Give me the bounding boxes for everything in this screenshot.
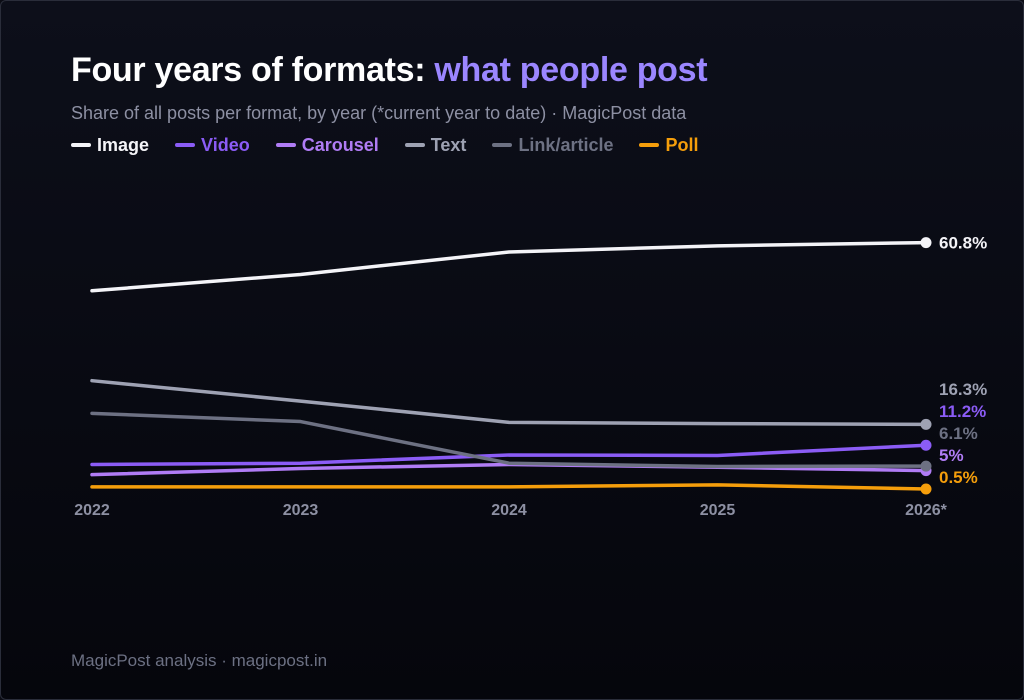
legend-swatch bbox=[404, 143, 425, 147]
legend-item-link-article: Link/article bbox=[492, 135, 613, 156]
end-value-label: 5% bbox=[939, 446, 964, 465]
chart-footer: MagicPost analysis · magicpost.in bbox=[71, 651, 328, 670]
legend-item-carousel: Carousel bbox=[275, 134, 379, 156]
end-value-label: 16.3% bbox=[939, 380, 987, 399]
legend-label: Text bbox=[430, 134, 467, 155]
x-tick-label: 2024 bbox=[491, 502, 527, 519]
legend-item-video: Video bbox=[175, 135, 250, 156]
legend-item-poll: Poll bbox=[639, 134, 699, 156]
legend-item-image: Image bbox=[71, 135, 149, 156]
legend-item-text: Text bbox=[404, 134, 467, 156]
title-accent: what people post bbox=[434, 51, 708, 89]
end-point-image bbox=[920, 237, 932, 249]
legend-label: Image bbox=[97, 134, 150, 155]
end-value-label: 11.2% bbox=[939, 402, 986, 421]
end-value-label: 60.8% bbox=[939, 234, 987, 253]
series-line-video bbox=[90, 443, 928, 467]
title-main: Four years of formats: bbox=[71, 51, 435, 89]
legend-swatch bbox=[492, 143, 513, 147]
x-tick-label: 2022 bbox=[74, 502, 110, 519]
chart-subtitle: Share of all posts per format, by year (… bbox=[71, 103, 687, 123]
legend-label: Link/article bbox=[518, 134, 614, 155]
legend-label: Carousel bbox=[301, 134, 379, 155]
end-point-poll bbox=[920, 483, 932, 495]
legend-swatch bbox=[639, 143, 660, 147]
end-point-text bbox=[920, 418, 932, 430]
x-tick-label: 2025 bbox=[700, 502, 736, 519]
end-value-label: 0.5% bbox=[939, 468, 978, 487]
chart-title: Four years of formats: what people post bbox=[71, 51, 708, 90]
end-point-link-article bbox=[920, 460, 932, 472]
legend-label: Poll bbox=[665, 134, 699, 155]
legend-label: Video bbox=[201, 134, 250, 155]
series-line-image bbox=[90, 240, 928, 293]
series-line-poll bbox=[90, 483, 928, 491]
end-point-video bbox=[920, 439, 932, 451]
chart-legend: Image Video Carousel Text Link/article Poll bbox=[71, 133, 699, 157]
x-tick-label: 2026* bbox=[905, 502, 948, 519]
series-line-link-article bbox=[90, 411, 928, 469]
legend-swatch bbox=[275, 143, 296, 147]
end-value-label: 6.1% bbox=[939, 424, 978, 443]
legend-swatch bbox=[71, 143, 91, 147]
legend-swatch bbox=[175, 143, 196, 147]
x-tick-label: 2023 bbox=[283, 502, 319, 519]
series-line-text bbox=[90, 378, 928, 427]
